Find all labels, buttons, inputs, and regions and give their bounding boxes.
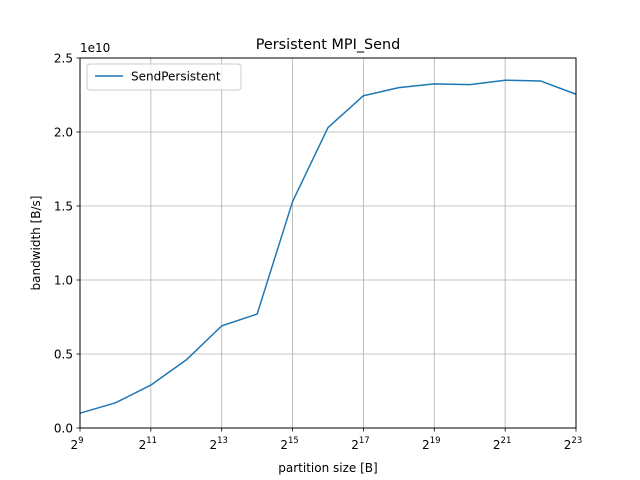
- x-axis-label: partition size [B]: [278, 461, 377, 475]
- legend-label-sendpersistent: SendPersistent: [131, 70, 221, 84]
- y-tick-label: 2.5: [54, 52, 73, 66]
- y-tick-label: 0.0: [54, 422, 73, 436]
- y-scale-offset: 1e10: [80, 41, 110, 55]
- plot-area: [80, 58, 576, 428]
- y-axis-label: bandwidth [B/s]: [29, 196, 43, 291]
- y-tick-label: 1.0: [54, 274, 73, 288]
- y-tick-label: 0.5: [54, 348, 73, 362]
- series-layer: [79, 79, 577, 414]
- plot-frame: [79, 57, 577, 429]
- y-tick-label: 1.5: [54, 200, 73, 214]
- chart-title: Persistent MPI_Send: [256, 37, 401, 53]
- y-tick-label: 2.0: [54, 126, 73, 140]
- legend: SendPersistent: [86, 63, 242, 91]
- y-axis: 0.0 0.5 1.0 1.5 2.0 2.5: [54, 52, 80, 436]
- legend-box: [86, 63, 242, 91]
- series-line-sendpersistent: [79, 79, 577, 414]
